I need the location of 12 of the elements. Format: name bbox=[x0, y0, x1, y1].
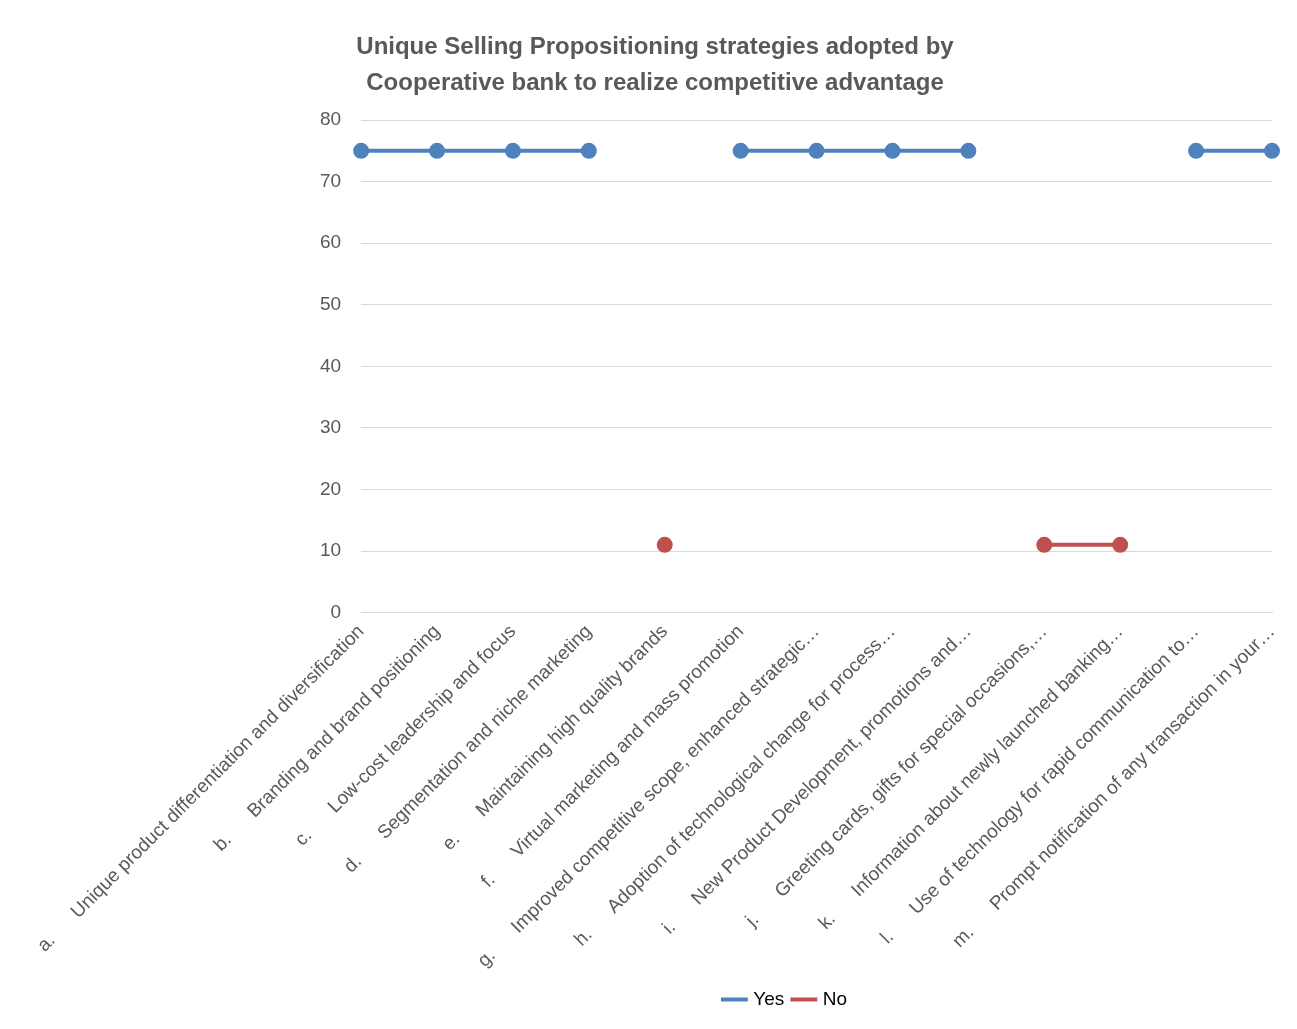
y-tick-label: 20 bbox=[319, 477, 342, 499]
y-tick-label: 0 bbox=[330, 600, 342, 622]
legend-label: Yes bbox=[753, 987, 785, 1009]
y-tick-label: 60 bbox=[319, 231, 342, 253]
y-tick-label: 40 bbox=[319, 354, 342, 376]
legend-label: No bbox=[822, 987, 848, 1009]
y-tick-label: 50 bbox=[319, 292, 342, 314]
y-tick-label: 10 bbox=[319, 539, 342, 561]
y-tick-label: 70 bbox=[319, 169, 342, 191]
y-tick-label: 80 bbox=[319, 108, 342, 130]
y-tick-label: 30 bbox=[319, 416, 342, 438]
chart-title: Unique Selling Propositioning strategies adopted by Cooperative bank to realize competitive advantage bbox=[355, 31, 955, 97]
